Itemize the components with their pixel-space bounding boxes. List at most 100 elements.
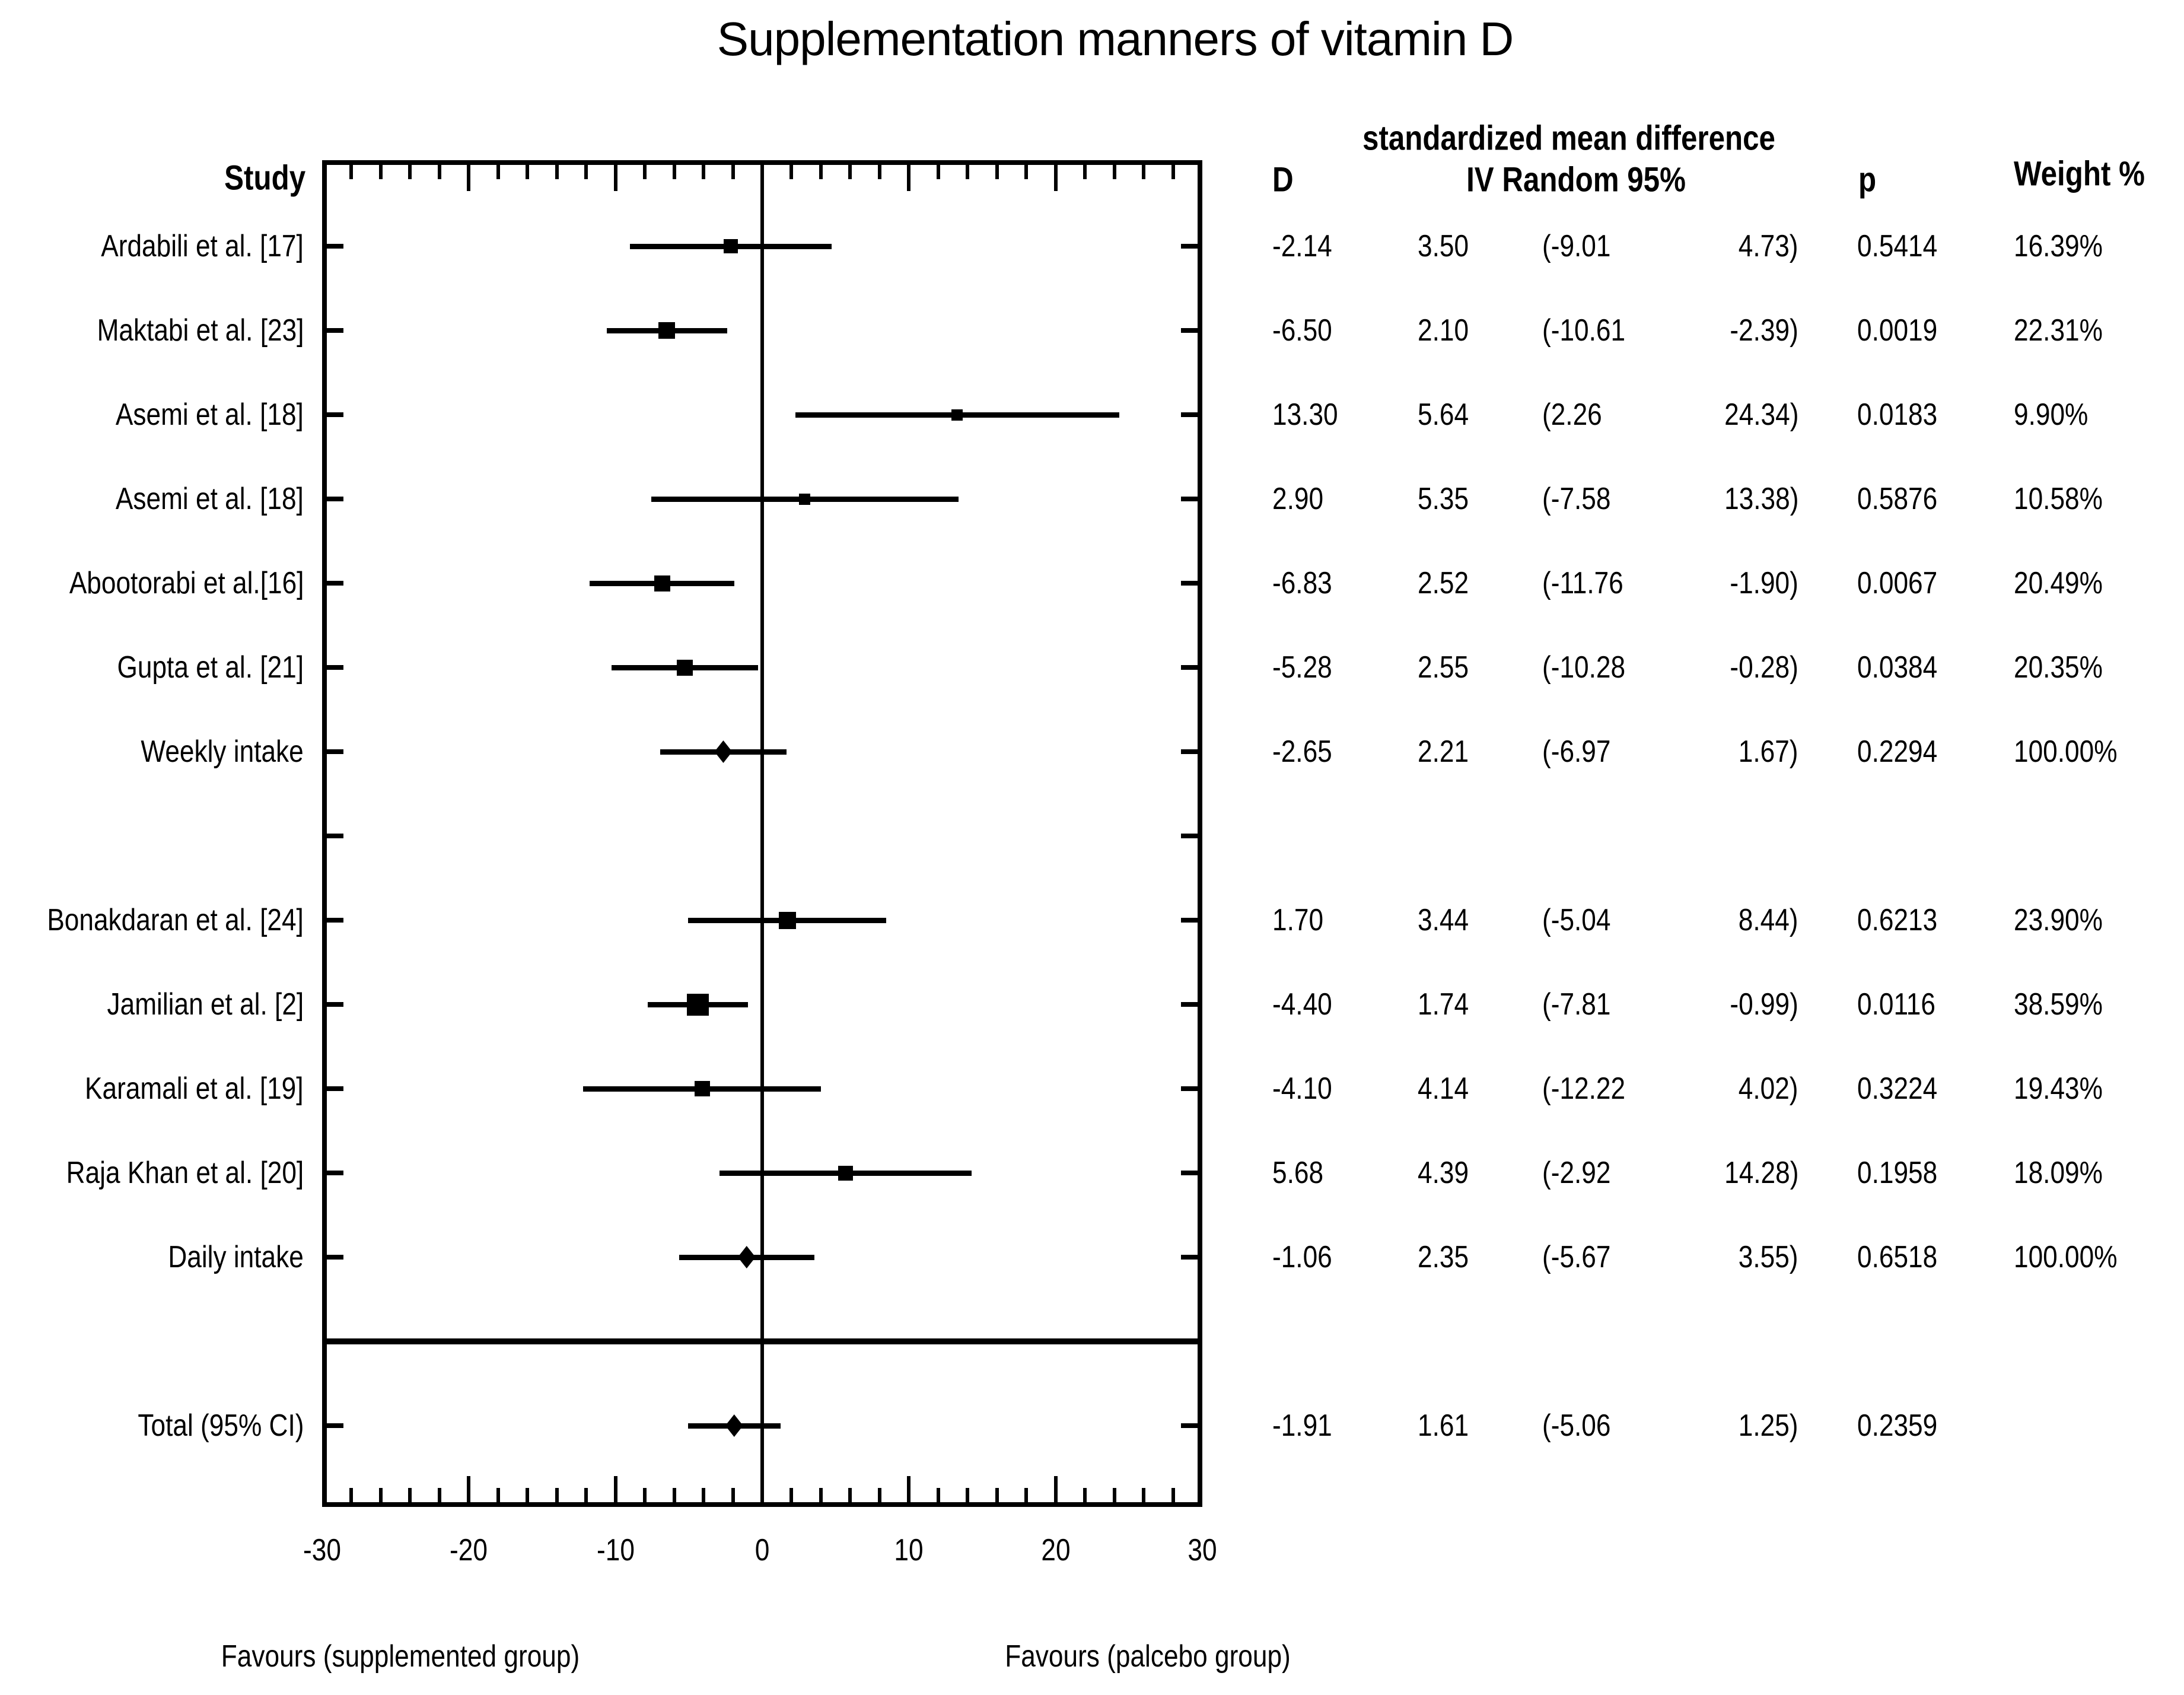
row-tick-left bbox=[327, 412, 343, 417]
cell-d: 5.68 bbox=[1272, 1156, 1324, 1190]
x-axis-minor-tick bbox=[731, 165, 735, 179]
cell-p: 0.0019 bbox=[1857, 313, 1938, 348]
x-axis-minor-tick bbox=[966, 1488, 970, 1502]
cell-se: 2.52 bbox=[1418, 566, 1469, 600]
x-axis-minor-tick bbox=[526, 1488, 530, 1502]
cell-ci-low: (-5.06 bbox=[1542, 1408, 1611, 1443]
cell-d: 2.90 bbox=[1272, 482, 1324, 516]
x-axis-major-tick bbox=[1053, 1476, 1058, 1502]
row-tick-right bbox=[1181, 749, 1198, 754]
x-axis-minor-tick bbox=[1142, 165, 1146, 179]
cell-se: 5.64 bbox=[1418, 397, 1469, 432]
cell-ci-high: 1.25) bbox=[1739, 1408, 1798, 1443]
study-label: Karamali et al. [19] bbox=[85, 1071, 304, 1106]
subtotal-separator-line bbox=[322, 1338, 1202, 1344]
x-axis-minor-tick bbox=[526, 165, 530, 179]
cell-p: 0.6213 bbox=[1857, 903, 1938, 937]
cell-p: 0.0067 bbox=[1857, 566, 1938, 600]
x-axis-tick-label: -10 bbox=[596, 1533, 635, 1567]
cell-ci-high: -0.99) bbox=[1730, 987, 1798, 1022]
row-tick-right bbox=[1181, 834, 1198, 838]
row-tick-right bbox=[1181, 497, 1198, 501]
x-axis-major-tick bbox=[1053, 165, 1058, 191]
x-axis-minor-tick bbox=[643, 1488, 647, 1502]
x-axis-minor-tick bbox=[437, 1488, 441, 1502]
cell-ci-high: 24.34) bbox=[1724, 397, 1798, 432]
x-axis-minor-tick bbox=[966, 165, 970, 179]
x-axis-minor-tick bbox=[702, 165, 706, 179]
cell-se: 3.44 bbox=[1418, 903, 1469, 937]
x-axis-minor-tick bbox=[995, 165, 999, 179]
row-tick-right bbox=[1181, 328, 1198, 333]
row-tick-left bbox=[327, 328, 343, 333]
x-axis-minor-tick bbox=[1112, 165, 1116, 179]
cell-ci-high: -2.39) bbox=[1730, 313, 1798, 348]
cell-ci-low: (-11.76 bbox=[1542, 566, 1623, 600]
page-title: Supplementation manners of vitamin D bbox=[717, 12, 1514, 65]
cell-ci-low: (-7.81 bbox=[1542, 987, 1611, 1022]
row-tick-right bbox=[1181, 412, 1198, 417]
x-axis-minor-tick bbox=[819, 165, 823, 179]
cell-weight: 19.43% bbox=[2014, 1071, 2103, 1106]
study-label: Weekly intake bbox=[141, 734, 304, 769]
x-axis-tick-label: 0 bbox=[754, 1533, 770, 1567]
cell-d: -6.83 bbox=[1272, 566, 1332, 600]
x-axis-minor-tick bbox=[848, 1488, 852, 1502]
study-label: Gupta et al. [21] bbox=[117, 650, 304, 685]
x-axis-tick-label: 30 bbox=[1187, 1533, 1217, 1567]
cell-ci-low: (-7.58 bbox=[1542, 482, 1611, 516]
cell-p: 0.5414 bbox=[1857, 229, 1938, 263]
x-axis-major-tick bbox=[613, 1476, 617, 1502]
column-header-d: D bbox=[1272, 160, 1294, 199]
x-axis-minor-tick bbox=[1024, 1488, 1029, 1502]
x-axis-minor-tick bbox=[731, 1488, 735, 1502]
x-axis-minor-tick bbox=[584, 1488, 588, 1502]
x-axis-minor-tick bbox=[349, 165, 354, 179]
cell-ci-low: (-5.67 bbox=[1542, 1240, 1611, 1274]
row-tick-left bbox=[327, 581, 343, 586]
cell-weight: 100.00% bbox=[2014, 734, 2118, 769]
row-tick-left bbox=[327, 749, 343, 754]
row-tick-right bbox=[1181, 244, 1198, 249]
x-axis-minor-tick bbox=[1083, 165, 1087, 179]
mean-square-marker bbox=[778, 911, 796, 929]
study-label: Bonakdaran et al. [24] bbox=[47, 903, 304, 937]
x-axis-minor-tick bbox=[789, 165, 794, 179]
x-axis-minor-tick bbox=[848, 165, 852, 179]
x-axis-tick-label: 20 bbox=[1041, 1533, 1071, 1567]
favours-left-label: Favours (supplemented group) bbox=[221, 1639, 580, 1674]
row-tick-left bbox=[327, 497, 343, 501]
cell-se: 4.39 bbox=[1418, 1156, 1469, 1190]
column-header-smd: standardized mean difference bbox=[1362, 119, 1775, 158]
cell-d: -2.65 bbox=[1272, 734, 1332, 769]
cell-weight: 16.39% bbox=[2014, 229, 2103, 263]
row-tick-right bbox=[1181, 1086, 1198, 1091]
cell-weight: 20.49% bbox=[2014, 566, 2103, 600]
x-axis-tick-label: -30 bbox=[303, 1533, 341, 1567]
x-axis-minor-tick bbox=[819, 1488, 823, 1502]
cell-ci-low: (-5.04 bbox=[1542, 903, 1611, 937]
x-axis-minor-tick bbox=[877, 165, 881, 179]
row-tick-left bbox=[327, 1423, 343, 1428]
x-axis-minor-tick bbox=[1083, 1488, 1087, 1502]
cell-d: 13.30 bbox=[1272, 397, 1338, 432]
cell-p: 0.0384 bbox=[1857, 650, 1938, 685]
cell-ci-high: 8.44) bbox=[1739, 903, 1798, 937]
cell-p: 0.5876 bbox=[1857, 482, 1938, 516]
x-axis-minor-tick bbox=[437, 165, 441, 179]
row-tick-right bbox=[1181, 1255, 1198, 1260]
study-label: Ardabili et al. [17] bbox=[101, 229, 304, 263]
x-axis-minor-tick bbox=[1171, 1488, 1175, 1502]
x-axis-tick-label: -20 bbox=[450, 1533, 488, 1567]
study-label: Abootorabi et al.[16] bbox=[69, 566, 304, 600]
cell-ci-high: 4.73) bbox=[1739, 229, 1798, 263]
row-tick-left bbox=[327, 665, 343, 670]
cell-ci-low: (-10.61 bbox=[1542, 313, 1626, 348]
x-axis-major-tick bbox=[467, 165, 471, 191]
x-axis-major-tick bbox=[907, 165, 911, 191]
cell-se: 1.74 bbox=[1418, 987, 1469, 1022]
cell-weight: 9.90% bbox=[2014, 397, 2089, 432]
study-label: Raja Khan et al. [20] bbox=[66, 1156, 304, 1190]
x-axis-minor-tick bbox=[408, 1488, 412, 1502]
